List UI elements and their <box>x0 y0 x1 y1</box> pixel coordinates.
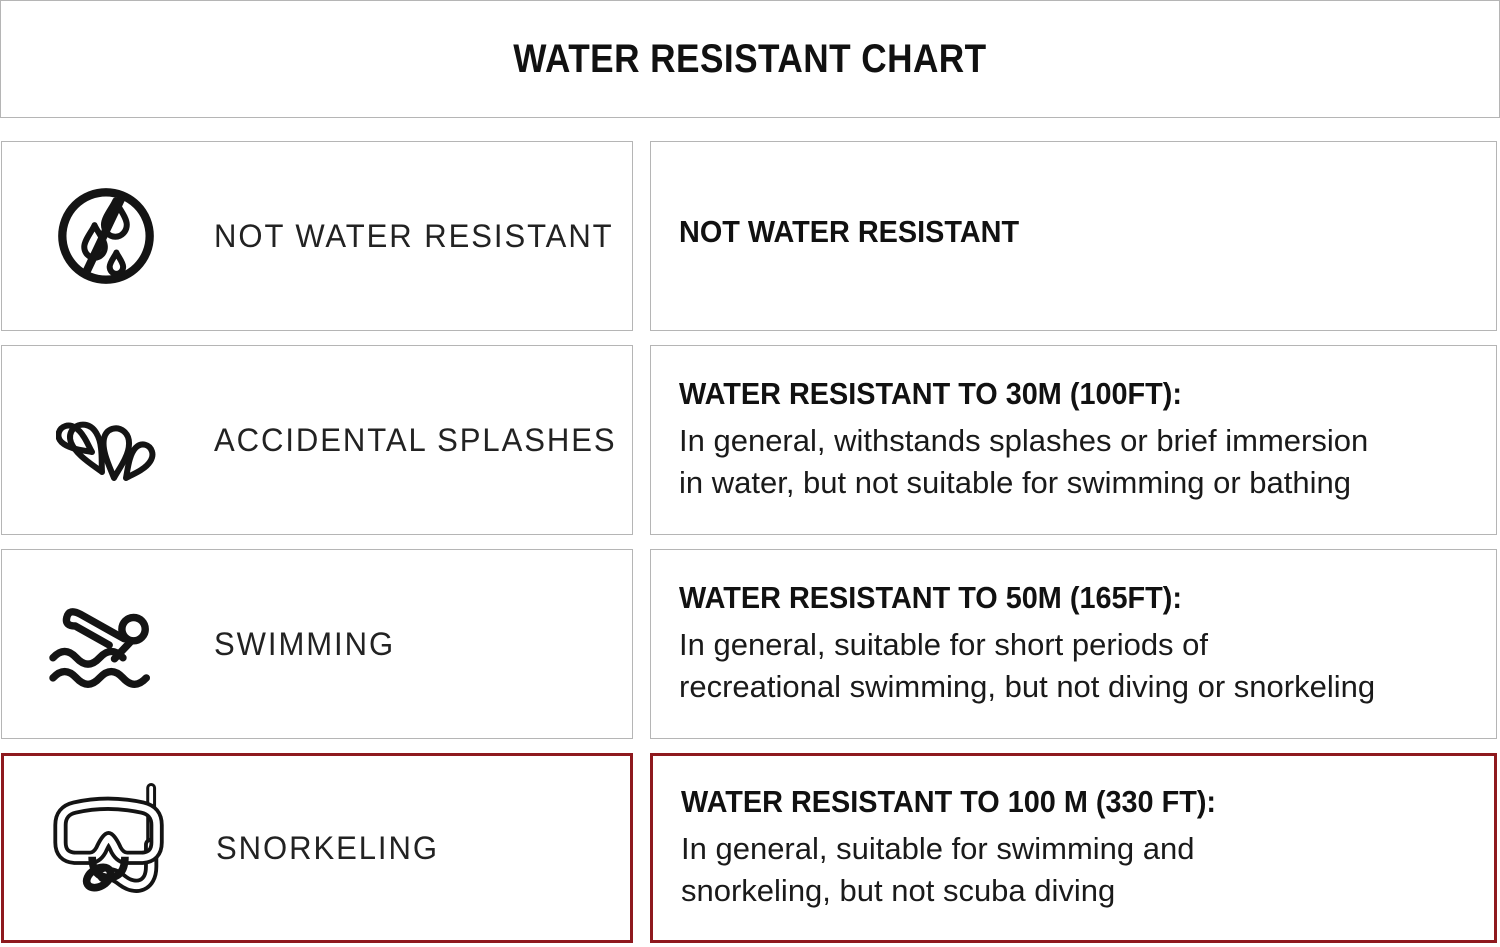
row-heading: WATER RESISTANT TO 100 M (330 FT): <box>681 784 1217 819</box>
row-label: ACCIDENTAL SPLASHES <box>214 421 617 458</box>
row-snorkeling-left: SNORKELING <box>1 753 633 943</box>
row-label: SWIMMING <box>214 625 396 662</box>
row-accidental-splashes-left: ACCIDENTAL SPLASHES <box>1 345 633 535</box>
accidental-splashes-icon <box>36 355 176 525</box>
snorkeling-icon <box>38 763 178 933</box>
row-body: In general, suitable for short periods o… <box>679 627 1376 704</box>
chart-title-box: WATER RESISTANT CHART <box>0 0 1500 118</box>
row-swimming-right: WATER RESISTANT TO 50M (165FT): In gener… <box>650 549 1497 739</box>
row-body: In general, suitable for swimming and sn… <box>681 831 1195 908</box>
row-label: SNORKELING <box>216 829 439 866</box>
row-label: NOT WATER RESISTANT <box>214 217 614 254</box>
row-heading: WATER RESISTANT TO 50M (165FT): <box>679 580 1182 615</box>
row-body: In general, withstands splashes or brief… <box>679 423 1369 500</box>
row-swimming-left: SWIMMING <box>1 549 633 739</box>
row-not-water-resistant-left: NOT WATER RESISTANT <box>1 141 633 331</box>
row-not-water-resistant-right: NOT WATER RESISTANT <box>650 141 1497 331</box>
chart-title: WATER RESISTANT CHART <box>513 36 987 81</box>
not-water-resistant-icon <box>36 151 176 321</box>
row-heading: NOT WATER RESISTANT <box>679 214 1020 249</box>
row-accidental-splashes-right: WATER RESISTANT TO 30M (100FT): In gener… <box>650 345 1497 535</box>
row-snorkeling-right: WATER RESISTANT TO 100 M (330 FT): In ge… <box>650 753 1497 943</box>
swimming-icon <box>36 559 176 729</box>
row-heading: WATER RESISTANT TO 30M (100FT): <box>679 376 1182 411</box>
